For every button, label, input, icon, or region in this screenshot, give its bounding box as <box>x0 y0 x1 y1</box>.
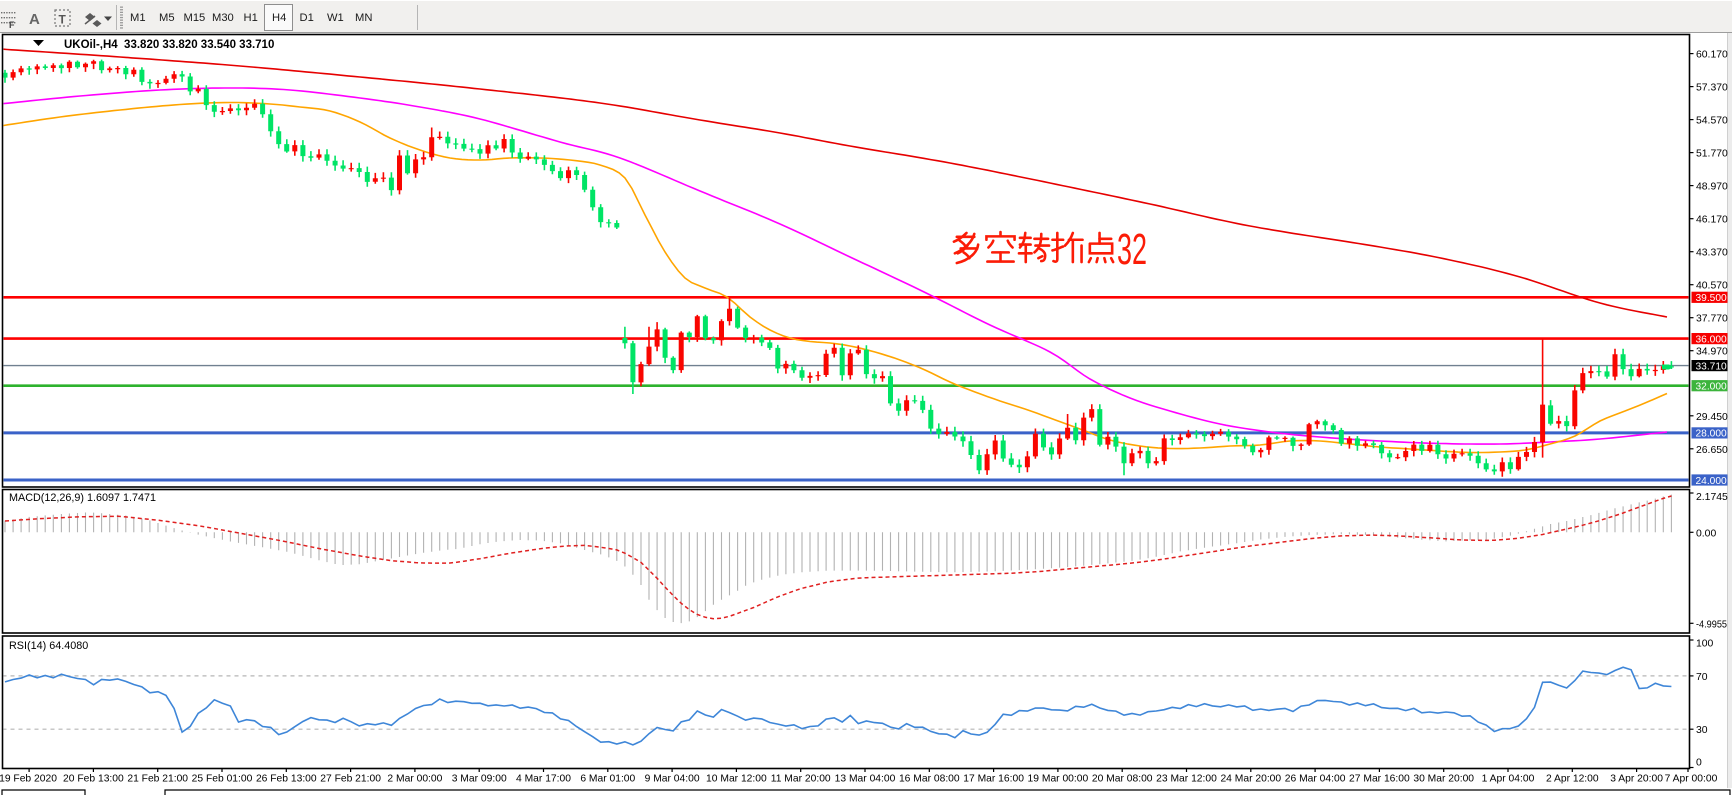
svg-text:19 Mar 00:00: 19 Mar 00:00 <box>1028 774 1089 785</box>
svg-text:MACD(12,26,9) 1.6097 1.7471: MACD(12,26,9) 1.6097 1.7471 <box>9 492 156 504</box>
svg-text:60.170: 60.170 <box>1696 50 1728 61</box>
svg-text:T: T <box>59 13 67 27</box>
svg-text:100: 100 <box>1696 639 1714 650</box>
svg-text:24 Mar 20:00: 24 Mar 20:00 <box>1220 774 1281 785</box>
svg-text:46.170: 46.170 <box>1696 215 1728 226</box>
svg-text:20 Feb 13:00: 20 Feb 13:00 <box>63 774 124 785</box>
svg-text:13 Mar 04:00: 13 Mar 04:00 <box>835 774 896 785</box>
svg-text:25 Feb 01:00: 25 Feb 01:00 <box>192 774 253 785</box>
svg-text:3 Mar 09:00: 3 Mar 09:00 <box>452 774 507 785</box>
svg-text:0: 0 <box>1696 758 1702 769</box>
svg-text:A: A <box>29 11 40 28</box>
svg-text:27 Feb 21:00: 27 Feb 21:00 <box>320 774 381 785</box>
svg-text:-4.9955: -4.9955 <box>1696 619 1727 630</box>
svg-text:26.650: 26.650 <box>1696 445 1728 456</box>
svg-text:51.770: 51.770 <box>1696 149 1728 160</box>
svg-text:20 Mar 08:00: 20 Mar 08:00 <box>1092 774 1153 785</box>
svg-text:70: 70 <box>1696 672 1708 683</box>
svg-text:37.770: 37.770 <box>1696 314 1728 325</box>
svg-text:57.370: 57.370 <box>1696 83 1728 94</box>
svg-text:21 Feb 21:00: 21 Feb 21:00 <box>127 774 188 785</box>
svg-text:43.370: 43.370 <box>1696 248 1728 259</box>
svg-text:26 Mar 04:00: 26 Mar 04:00 <box>1285 774 1346 785</box>
svg-text:30: 30 <box>1696 725 1708 736</box>
svg-text:34.970: 34.970 <box>1696 347 1728 358</box>
svg-text:UKOil-,H4 33.820 33.820 33.54: UKOil-,H4 33.820 33.820 33.540 33.710 <box>64 39 274 51</box>
svg-text:29.450: 29.450 <box>1696 412 1728 423</box>
svg-text:F: F <box>9 20 15 30</box>
svg-text:17 Mar 16:00: 17 Mar 16:00 <box>963 774 1024 785</box>
svg-text:40.570: 40.570 <box>1696 281 1728 292</box>
svg-text:2 Apr 12:00: 2 Apr 12:00 <box>1546 774 1599 785</box>
svg-text:48.970: 48.970 <box>1696 182 1728 193</box>
svg-text:1 Apr 04:00: 1 Apr 04:00 <box>1482 774 1535 785</box>
svg-text:2 Mar 00:00: 2 Mar 00:00 <box>387 774 442 785</box>
svg-text:19 Feb 2020: 19 Feb 2020 <box>0 774 57 785</box>
svg-text:3 Apr 20:00: 3 Apr 20:00 <box>1610 774 1663 785</box>
svg-text:32: 32 <box>1117 225 1147 274</box>
svg-text:6 Mar 01:00: 6 Mar 01:00 <box>580 774 635 785</box>
svg-text:33.710: 33.710 <box>1696 361 1727 372</box>
svg-text:7 Apr 00:00: 7 Apr 00:00 <box>1665 774 1718 785</box>
svg-text:24.000: 24.000 <box>1696 476 1727 487</box>
svg-text:32.000: 32.000 <box>1696 382 1727 393</box>
svg-text:4 Mar 17:00: 4 Mar 17:00 <box>516 774 571 785</box>
svg-text:39.500: 39.500 <box>1696 293 1727 304</box>
svg-text:16 Mar 08:00: 16 Mar 08:00 <box>899 774 960 785</box>
svg-text:0.00: 0.00 <box>1696 528 1716 539</box>
svg-text:26 Feb 13:00: 26 Feb 13:00 <box>256 774 317 785</box>
svg-text:23 Mar 12:00: 23 Mar 12:00 <box>1156 774 1217 785</box>
svg-text:11 Mar 20:00: 11 Mar 20:00 <box>771 774 831 785</box>
svg-text:28.000: 28.000 <box>1696 429 1727 440</box>
svg-text:10 Mar 12:00: 10 Mar 12:00 <box>706 774 767 785</box>
svg-text:54.570: 54.570 <box>1696 116 1728 127</box>
svg-text:RSI(14) 64.4080: RSI(14) 64.4080 <box>9 640 88 652</box>
svg-text:30 Mar 20:00: 30 Mar 20:00 <box>1413 774 1474 785</box>
svg-text:36.000: 36.000 <box>1696 334 1727 345</box>
svg-text:2.1745: 2.1745 <box>1696 492 1728 503</box>
svg-text:27 Mar 16:00: 27 Mar 16:00 <box>1349 774 1410 785</box>
svg-text:9 Mar 04:00: 9 Mar 04:00 <box>645 774 700 785</box>
